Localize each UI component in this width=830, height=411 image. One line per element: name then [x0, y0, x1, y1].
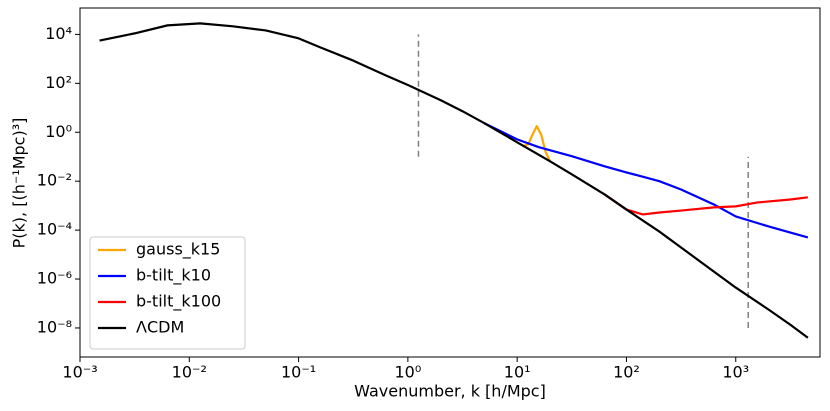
y-tick-label: 10⁻⁸ [37, 317, 72, 336]
x-tick-label: 10¹ [504, 363, 531, 382]
y-tick-label: 10⁰ [45, 122, 72, 141]
legend-label: ΛCDM [136, 318, 184, 337]
x-tick-label: 10⁻³ [62, 363, 97, 382]
data-line [99, 22, 809, 339]
legend-label: b-tilt_k10 [136, 266, 211, 286]
x-tick-label: 10³ [722, 363, 749, 382]
x-tick-label: 10² [613, 363, 640, 382]
x-tick-label: 10⁻² [172, 363, 207, 382]
x-axis-label: Wavenumber, k [h/Mpc] [354, 382, 546, 401]
y-tick-label: 10⁴ [45, 24, 72, 43]
x-tick-label: 10⁻¹ [281, 363, 316, 382]
y-tick-label: 10⁻⁶ [37, 269, 72, 288]
plot-frame [79, 7, 821, 358]
data-line [522, 125, 552, 162]
data-line [603, 193, 809, 216]
y-tick-label: 10⁻⁴ [37, 220, 72, 239]
y-tick-label: 10² [45, 73, 72, 92]
legend-box [89, 236, 246, 350]
x-tick-label: 10⁰ [394, 363, 421, 382]
legend-label: b-tilt_k100 [136, 292, 221, 312]
y-axis-label: P(k), [(h⁻¹Mpc)³] [10, 118, 29, 249]
y-tick-label: 10⁻² [37, 171, 72, 190]
legend-label: gauss_k15 [136, 240, 220, 260]
data-line [483, 122, 809, 239]
